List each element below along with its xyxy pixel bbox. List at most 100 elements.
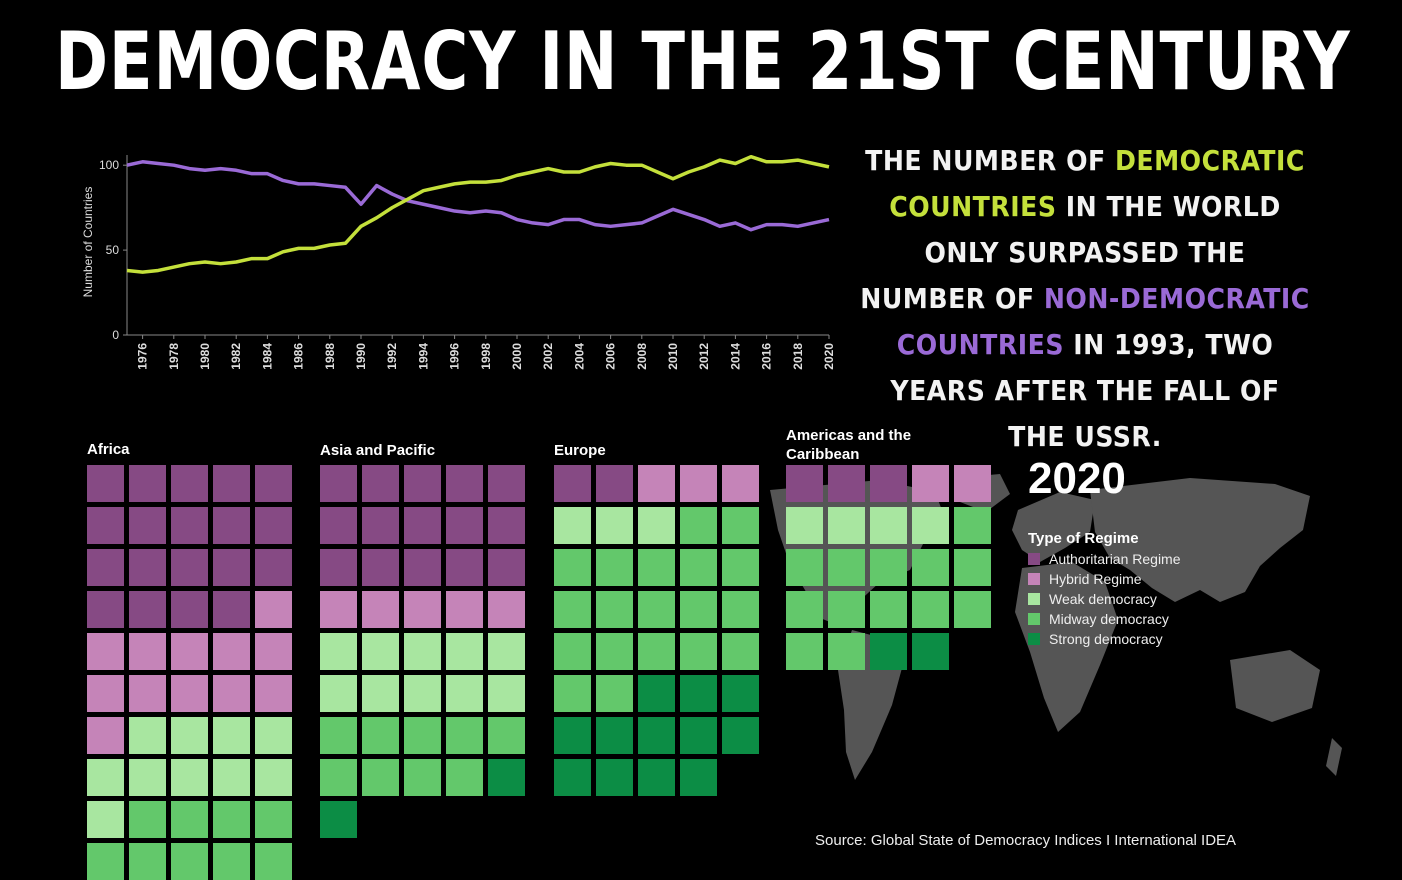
waffle-cell-midway	[404, 759, 441, 796]
waffle-cell-midway	[638, 591, 675, 628]
waffle-cell-midway	[554, 675, 591, 712]
waffle-cell-midway	[255, 843, 292, 880]
waffle-cell-midway	[870, 591, 907, 628]
legend-label-hybrid: Hybrid Regime	[1049, 571, 1142, 587]
x-tick-label-6: 1988	[323, 343, 337, 370]
waffle-cell-weak	[446, 675, 483, 712]
series-line-0	[126, 160, 830, 232]
waffle-cell-hybrid	[320, 591, 357, 628]
waffle-cell-weak	[171, 759, 208, 796]
waffle-cell-authoritarian	[362, 465, 399, 502]
waffle-cell-hybrid	[680, 465, 717, 502]
legend-swatch-midway	[1028, 613, 1040, 625]
waffle-cell-authoritarian	[213, 507, 250, 544]
waffle-cell-authoritarian	[362, 549, 399, 586]
waffle-cell-authoritarian	[488, 549, 525, 586]
narrative-part-3: in 1993, two years after the fall of the…	[890, 328, 1280, 453]
waffle-cell-midway	[87, 843, 124, 880]
legend-title: Type of Regime	[1028, 530, 1139, 547]
waffle-cell-weak	[87, 759, 124, 796]
y-tick-label-2: 100	[99, 158, 119, 172]
waffle-cell-strong	[596, 717, 633, 754]
waffle-cell-authoritarian	[320, 507, 357, 544]
waffle-cell-authoritarian	[404, 549, 441, 586]
region-label-europe: Europe	[554, 442, 606, 459]
x-tick-label-4: 1984	[260, 343, 274, 370]
waffle-cell-midway	[596, 549, 633, 586]
waffle-cell-weak	[596, 507, 633, 544]
waffle-cell-midway	[786, 633, 823, 670]
waffle-cell-midway	[596, 675, 633, 712]
waffle-cell-authoritarian	[320, 549, 357, 586]
waffle-cell-midway	[680, 507, 717, 544]
waffle-cell-authoritarian	[87, 549, 124, 586]
waffle-cell-midway	[680, 591, 717, 628]
waffle-cell-hybrid	[404, 591, 441, 628]
waffle-cell-weak	[912, 507, 949, 544]
waffle-cell-authoritarian	[446, 507, 483, 544]
waffle-cell-authoritarian	[362, 507, 399, 544]
legend-swatch-authoritarian	[1028, 553, 1040, 565]
map-africa	[1015, 562, 1118, 732]
waffle-cell-authoritarian	[213, 591, 250, 628]
waffle-cell-hybrid	[954, 465, 991, 502]
waffle-cell-midway	[828, 549, 865, 586]
waffle-cell-midway	[596, 591, 633, 628]
waffle-cell-weak	[404, 633, 441, 670]
y-tick-label-1: 50	[106, 243, 120, 257]
waffle-cell-authoritarian	[828, 465, 865, 502]
waffle-cell-midway	[129, 843, 166, 880]
x-tick-label-11: 1998	[479, 343, 493, 370]
waffle-cell-midway	[554, 591, 591, 628]
waffle-cell-strong	[320, 801, 357, 838]
waffle-cell-authoritarian	[255, 465, 292, 502]
waffle-cell-strong	[488, 759, 525, 796]
x-tick-label-18: 2012	[697, 343, 711, 370]
waffle-cell-authoritarian	[129, 465, 166, 502]
x-tick-label-17: 2010	[666, 343, 680, 370]
waffle-cell-authoritarian	[87, 507, 124, 544]
waffle-cell-midway	[638, 633, 675, 670]
waffle-cell-authoritarian	[446, 549, 483, 586]
waffle-cell-midway	[255, 801, 292, 838]
region-label-americas-and-the-caribbean: Americas and the Caribbean	[786, 427, 912, 463]
x-tick-label-14: 2004	[572, 343, 586, 370]
waffle-cell-authoritarian	[129, 507, 166, 544]
waffle-cell-midway	[404, 717, 441, 754]
map-asia	[1090, 478, 1310, 602]
waffle-cell-strong	[638, 717, 675, 754]
legend-swatch-weak	[1028, 593, 1040, 605]
waffle-cell-midway	[362, 759, 399, 796]
waffle-cell-hybrid	[171, 633, 208, 670]
waffle-cell-midway	[554, 633, 591, 670]
waffle-cell-weak	[362, 633, 399, 670]
waffle-cell-authoritarian	[87, 591, 124, 628]
waffle-cell-authoritarian	[870, 465, 907, 502]
legend-label-midway: Midway democracy	[1049, 611, 1169, 627]
waffle-cell-midway	[722, 591, 759, 628]
narrative-democratic-highlight: democratic countries	[889, 144, 1305, 223]
legend-item-weak: Weak democracy	[1028, 589, 1181, 609]
waffle-cell-weak	[786, 507, 823, 544]
x-tick-label-3: 1982	[229, 343, 243, 370]
waffle-cell-weak	[404, 675, 441, 712]
map-nz	[1326, 738, 1342, 776]
waffle-cell-authoritarian	[786, 465, 823, 502]
waffle-cell-authoritarian	[171, 549, 208, 586]
waffle-cell-weak	[213, 759, 250, 796]
waffle-cell-hybrid	[87, 717, 124, 754]
legend-label-weak: Weak democracy	[1049, 591, 1157, 607]
waffle-cell-authoritarian	[320, 465, 357, 502]
map-europe	[1012, 492, 1095, 562]
waffle-cell-midway	[954, 507, 991, 544]
waffle-cell-midway	[786, 549, 823, 586]
y-tick-label-0: 0	[112, 328, 119, 342]
waffle-cell-weak	[488, 633, 525, 670]
waffle-cell-midway	[786, 591, 823, 628]
x-tick-label-19: 2014	[728, 343, 742, 370]
waffle-cell-midway	[828, 591, 865, 628]
waffle-cell-midway	[554, 549, 591, 586]
waffle-cell-weak	[320, 633, 357, 670]
x-tick-label-5: 1986	[292, 343, 306, 370]
waffle-cell-authoritarian	[446, 465, 483, 502]
